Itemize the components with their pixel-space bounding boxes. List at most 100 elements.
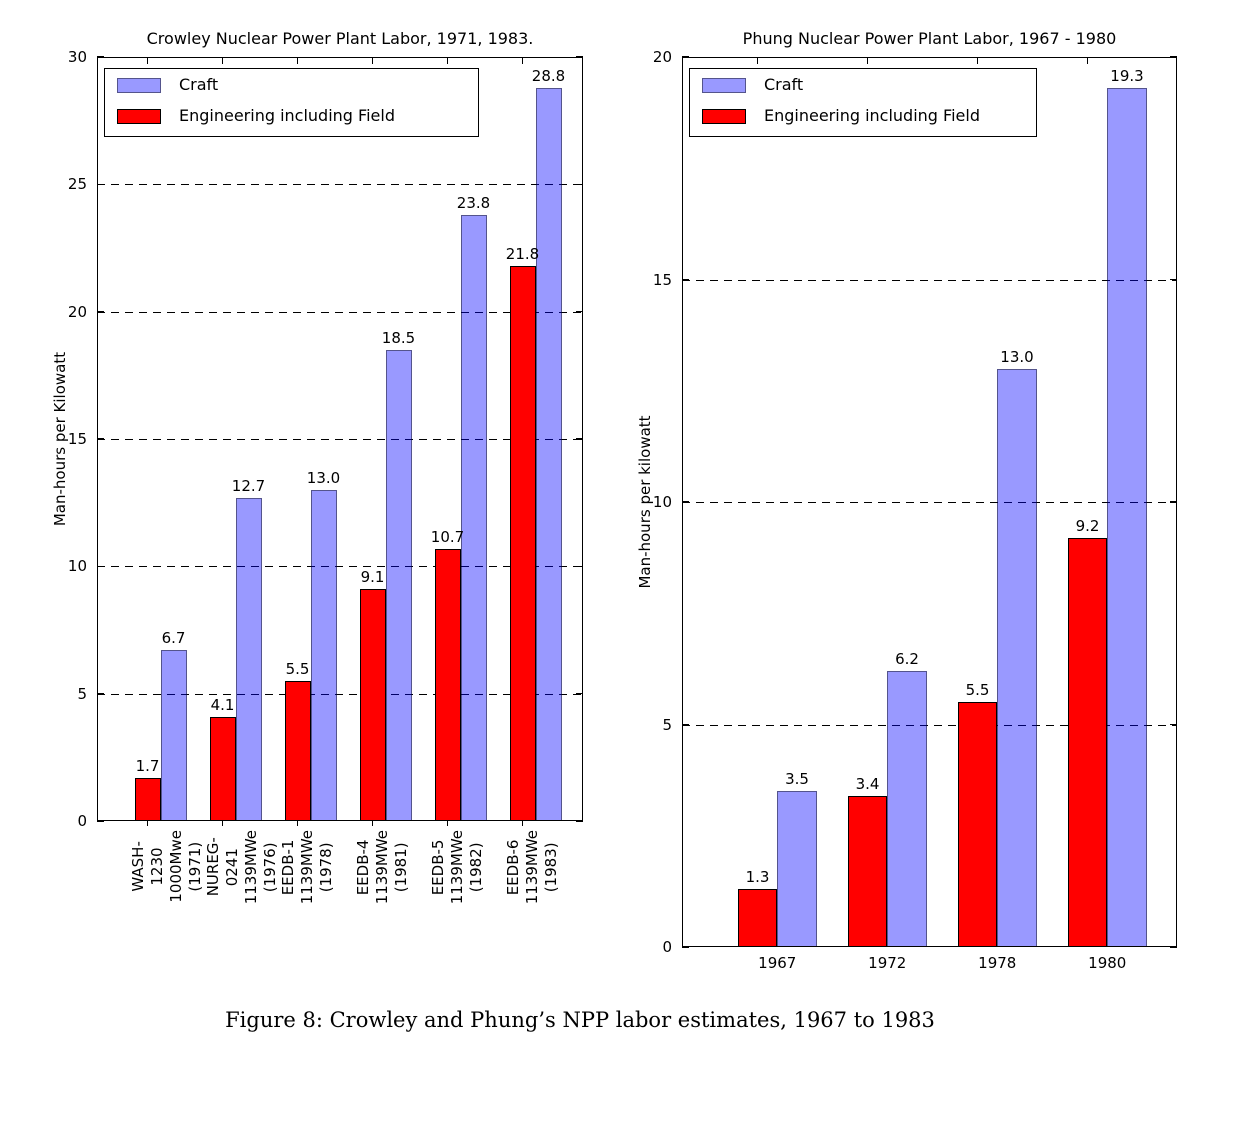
bar-value-label: 3.5 <box>785 770 809 789</box>
bar-value-label: 9.2 <box>1075 516 1100 535</box>
x-tick-mark <box>521 821 524 826</box>
x-tick-mark <box>221 57 224 64</box>
y-tick-label: 15 <box>652 270 672 289</box>
y-tick-mark <box>682 946 689 948</box>
bar-engineering <box>434 548 461 821</box>
bar-craft <box>997 368 1037 947</box>
x-tick-mark <box>221 821 224 826</box>
y-tick-mark <box>682 278 689 281</box>
bar-value-label: 1.3 <box>745 868 770 887</box>
bar-value-label: 5.5 <box>285 659 310 678</box>
x-tick-label: EEDB-6 1139MWe (1983) <box>503 830 560 905</box>
y-tick-label: 0 <box>77 812 87 830</box>
x-tick-label: NUREG-0241 1139MWe (1976) <box>203 830 279 905</box>
y-tick-mark <box>97 820 104 822</box>
legend-label: Craft <box>764 75 804 94</box>
gridline <box>682 724 1177 726</box>
bar-craft <box>160 650 187 821</box>
y-tick-mark <box>1170 56 1177 58</box>
bar-craft <box>235 497 262 821</box>
x-tick-mark <box>1086 57 1089 64</box>
legend-label: Craft <box>179 75 219 94</box>
x-tick-mark <box>866 57 869 64</box>
y-tick-mark <box>1170 946 1177 948</box>
legend-label: Engineering including Field <box>179 106 395 125</box>
gridline <box>97 693 583 695</box>
x-tick-label: EEDB-4 1139MWe (1981) <box>353 830 410 905</box>
x-tick-label: 1967 <box>758 954 797 972</box>
bar-value-label: 23.8 <box>456 193 491 212</box>
y-tick-label: 20 <box>67 302 87 321</box>
legend: Craft Engineering including Field <box>104 68 479 137</box>
legend-swatch <box>117 109 161 124</box>
bar-value-label: 18.5 <box>381 328 416 347</box>
x-tick-label: EEDB-5 1139MWe (1982) <box>428 830 485 905</box>
y-tick-mark <box>576 183 583 186</box>
y-tick-mark <box>97 438 104 440</box>
x-tick-mark <box>146 57 149 64</box>
y-tick-mark <box>576 820 583 822</box>
bar-value-label: 3.4 <box>855 774 880 793</box>
bar-engineering <box>284 680 311 821</box>
bar-engineering <box>1067 537 1108 947</box>
y-tick-mark <box>97 565 104 568</box>
bar-value-label: 21.8 <box>505 244 540 263</box>
gridline <box>97 566 583 568</box>
bar-craft <box>887 671 927 947</box>
x-tick-mark <box>446 821 449 826</box>
bar-value-label: 19.3 <box>1110 67 1144 86</box>
bar-engineering <box>359 589 386 821</box>
y-tick-label: 10 <box>67 557 87 576</box>
y-tick-mark <box>576 438 583 440</box>
x-tick-mark <box>296 57 299 64</box>
gridline <box>682 502 1177 503</box>
x-tick-label: 1978 <box>978 954 1017 972</box>
y-tick-mark <box>97 692 104 695</box>
x-tick-label: EEDB-1 1139MWe (1978) <box>278 830 335 905</box>
bar-value-label: 4.1 <box>210 695 235 714</box>
gridline <box>682 279 1177 281</box>
bar-craft <box>460 214 487 821</box>
y-tick-mark <box>682 56 689 58</box>
figure-caption: Figure 8: Crowley and Phung’s NPP labor … <box>225 1008 935 1032</box>
bar-value-label: 1.7 <box>135 756 160 775</box>
bar-engineering <box>209 716 236 821</box>
bar-value-label: 13.0 <box>1000 347 1034 366</box>
bar-value-label: 5.5 <box>965 681 990 700</box>
y-tick-mark <box>1170 278 1177 281</box>
y-tick-mark <box>576 310 583 313</box>
y-tick-label: 10 <box>652 493 672 511</box>
x-tick-mark <box>371 57 374 64</box>
chart-title: Crowley Nuclear Power Plant Labor, 1971,… <box>146 29 534 48</box>
bar-engineering <box>134 777 161 821</box>
bar-engineering <box>847 795 888 947</box>
y-tick-label: 5 <box>77 684 87 703</box>
bar-craft <box>385 349 412 821</box>
x-tick-label: WASH-1230 1000Mwe (1971) <box>128 830 204 903</box>
y-tick-mark <box>576 692 583 695</box>
bar-craft <box>1107 88 1147 947</box>
gridline <box>97 439 583 440</box>
y-tick-label: 30 <box>67 48 87 66</box>
x-tick-mark <box>521 57 524 64</box>
bar-craft <box>535 87 562 821</box>
y-tick-mark <box>682 501 689 503</box>
bar-engineering <box>737 889 778 947</box>
y-tick-mark <box>1170 501 1177 503</box>
plot-area: 0 5 10 15 20 25 30 1.7 6.7 WASH-1230 1000Mwe (197… <box>68 48 583 904</box>
x-tick-mark <box>756 57 759 64</box>
bar-engineering <box>957 702 998 947</box>
bar-value-label: 6.7 <box>161 629 186 648</box>
x-tick-mark <box>296 821 299 826</box>
y-tick-label: 5 <box>662 715 672 734</box>
bar-craft <box>777 791 817 947</box>
x-tick-label: 1980 <box>1088 954 1127 972</box>
y-tick-mark <box>97 310 104 313</box>
x-tick-mark <box>446 57 449 64</box>
y-tick-label: 25 <box>67 175 87 194</box>
plot-area: 0 5 10 15 20 1.3 3.5 1967 3.4 6.2 1972 5.5 13.0 1978 9… <box>653 48 1177 972</box>
legend-swatch <box>702 109 746 124</box>
bar-value-label: 13.0 <box>306 468 341 487</box>
x-tick-mark <box>976 57 979 64</box>
bar-value-label: 28.8 <box>531 66 566 85</box>
